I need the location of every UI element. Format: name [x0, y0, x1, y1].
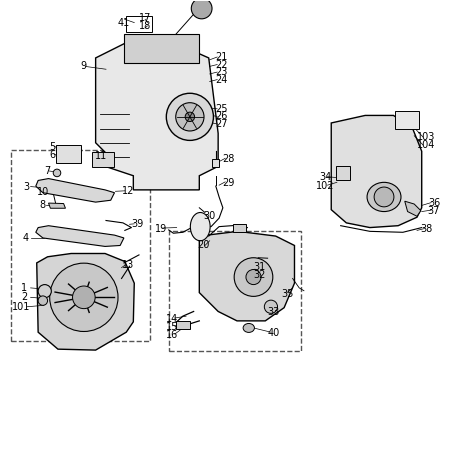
Text: 37: 37: [428, 206, 440, 216]
Text: 3: 3: [23, 182, 29, 191]
Text: 10: 10: [36, 187, 49, 197]
Circle shape: [53, 169, 61, 177]
Text: 25: 25: [216, 104, 228, 114]
Bar: [336, 166, 350, 181]
Ellipse shape: [176, 103, 204, 131]
Ellipse shape: [246, 270, 261, 284]
Text: 30: 30: [203, 211, 216, 221]
Circle shape: [264, 300, 277, 313]
Polygon shape: [48, 203, 65, 208]
Text: 4: 4: [23, 233, 29, 244]
Text: 38: 38: [420, 224, 433, 234]
Text: 22: 22: [216, 60, 228, 70]
Bar: [92, 152, 115, 167]
Text: 41: 41: [118, 18, 130, 27]
Bar: [176, 321, 190, 329]
Ellipse shape: [185, 112, 195, 121]
Text: 1: 1: [21, 283, 27, 293]
Text: 32: 32: [254, 270, 266, 280]
Text: 24: 24: [216, 74, 228, 85]
Text: 101: 101: [12, 302, 30, 312]
Text: 8: 8: [40, 201, 46, 210]
Bar: [233, 224, 246, 232]
Polygon shape: [36, 226, 124, 246]
Text: 35: 35: [282, 289, 294, 299]
Text: 103: 103: [417, 132, 436, 142]
Polygon shape: [405, 201, 421, 216]
Text: 14: 14: [166, 313, 178, 324]
Text: 102: 102: [316, 181, 335, 191]
Polygon shape: [331, 116, 422, 228]
Text: 17: 17: [139, 13, 151, 23]
Text: 6: 6: [49, 149, 55, 160]
Bar: [212, 159, 219, 167]
Text: 12: 12: [121, 186, 134, 196]
Text: 36: 36: [428, 198, 440, 208]
Bar: [124, 35, 199, 63]
Text: 28: 28: [222, 154, 235, 164]
Circle shape: [38, 284, 51, 298]
Text: 20: 20: [197, 240, 209, 250]
Polygon shape: [36, 254, 134, 350]
Text: 39: 39: [131, 219, 143, 229]
Text: 16: 16: [166, 330, 178, 340]
Text: 9: 9: [81, 62, 87, 72]
Ellipse shape: [374, 187, 394, 207]
Ellipse shape: [166, 93, 213, 140]
Circle shape: [191, 0, 212, 19]
Text: 40: 40: [268, 328, 280, 337]
Text: 5: 5: [49, 142, 55, 152]
Text: 13: 13: [121, 260, 134, 270]
Ellipse shape: [50, 263, 118, 331]
Ellipse shape: [191, 212, 210, 241]
Text: 33: 33: [268, 308, 280, 318]
Text: 29: 29: [222, 178, 235, 188]
Text: 26: 26: [216, 111, 228, 121]
Text: 15: 15: [166, 321, 178, 331]
Polygon shape: [36, 179, 115, 202]
Text: 21: 21: [216, 52, 228, 62]
Text: 18: 18: [139, 21, 151, 31]
Circle shape: [38, 296, 47, 305]
Ellipse shape: [234, 258, 273, 296]
Text: 7: 7: [45, 166, 51, 176]
Polygon shape: [199, 231, 294, 321]
Text: 104: 104: [417, 140, 436, 150]
Ellipse shape: [243, 323, 255, 332]
Ellipse shape: [73, 286, 95, 309]
Text: 34: 34: [319, 172, 332, 182]
Text: 23: 23: [216, 67, 228, 77]
Ellipse shape: [367, 182, 401, 211]
Bar: [55, 145, 82, 163]
Bar: [11, 150, 150, 341]
Bar: [126, 16, 152, 32]
Polygon shape: [96, 39, 218, 190]
Bar: [169, 231, 301, 351]
Bar: [395, 111, 419, 128]
Text: 27: 27: [216, 119, 228, 129]
Text: 19: 19: [155, 224, 167, 234]
Text: 31: 31: [254, 262, 266, 272]
Text: 11: 11: [95, 151, 108, 161]
Text: 2: 2: [21, 292, 27, 302]
